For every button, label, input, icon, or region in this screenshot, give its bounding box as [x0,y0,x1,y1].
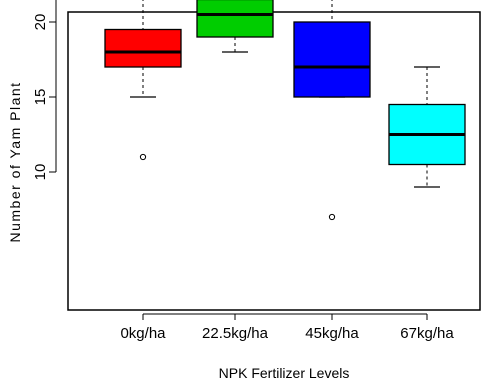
x-tick-label: 45kg/ha [305,325,359,342]
iqr-box [104,28,182,68]
y-axis-title: Number of Yam Plant [7,81,23,242]
y-tick-label: 15 [32,89,49,106]
x-tick-label: 0kg/ha [120,325,166,342]
boxes-group [104,0,466,221]
iqr-box [196,0,274,38]
x-axis: 0kg/ha 22.5kg/ha 45kg/ha 67kg/ha [120,313,454,342]
x-tick-label: 67kg/ha [400,325,454,342]
plot-frame [67,11,481,311]
box-67kg/ha [388,66,466,188]
outlier-point [139,153,147,161]
box-22.5kg/ha [196,0,274,53]
y-tick-label: 10 [32,164,49,181]
y-axis: 10152025 [32,0,57,181]
iqr-box [293,21,371,98]
x-tick-label: 22.5kg/ha [202,325,269,342]
outlier-point [328,213,336,221]
x-axis-title: NPK Fertilizer Levels [219,365,350,381]
box-45kg/ha [293,0,371,221]
y-tick-label: 20 [32,14,49,31]
box-0kg/ha [104,0,182,161]
